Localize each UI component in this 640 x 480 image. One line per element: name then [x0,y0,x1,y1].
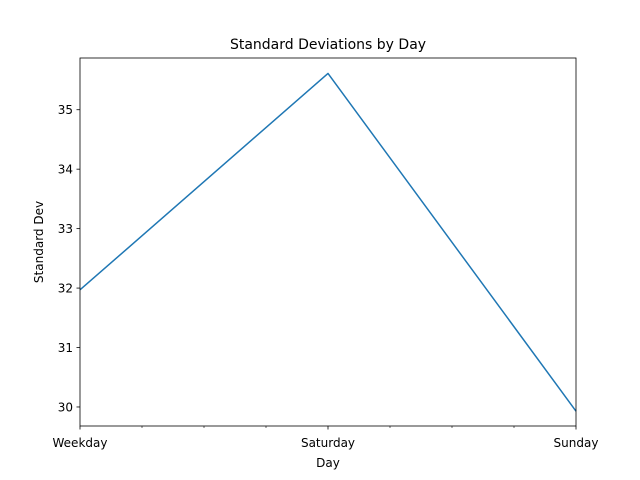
y-tick-label: 31 [58,341,73,355]
y-axis-label: Standard Dev [32,201,46,283]
series-layer [79,72,577,412]
series-line-0 [79,72,577,412]
plot-area [80,58,576,426]
y-tick-label: 34 [58,163,73,177]
chart-title: Standard Deviations by Day [230,37,426,53]
x-tick-label: Sunday [554,436,599,450]
y-tick-label: 35 [58,103,73,117]
x-axis: Weekday Saturday Sunday [53,426,599,450]
y-tick-label: 30 [58,400,73,414]
y-axis: 30 31 32 33 34 35 [58,103,80,414]
x-tick-label: Weekday [53,436,108,450]
x-tick-label: Saturday [301,436,355,450]
y-tick-label: 32 [58,282,73,296]
y-tick-label: 33 [58,222,73,236]
x-axis-label: Day [316,456,340,470]
